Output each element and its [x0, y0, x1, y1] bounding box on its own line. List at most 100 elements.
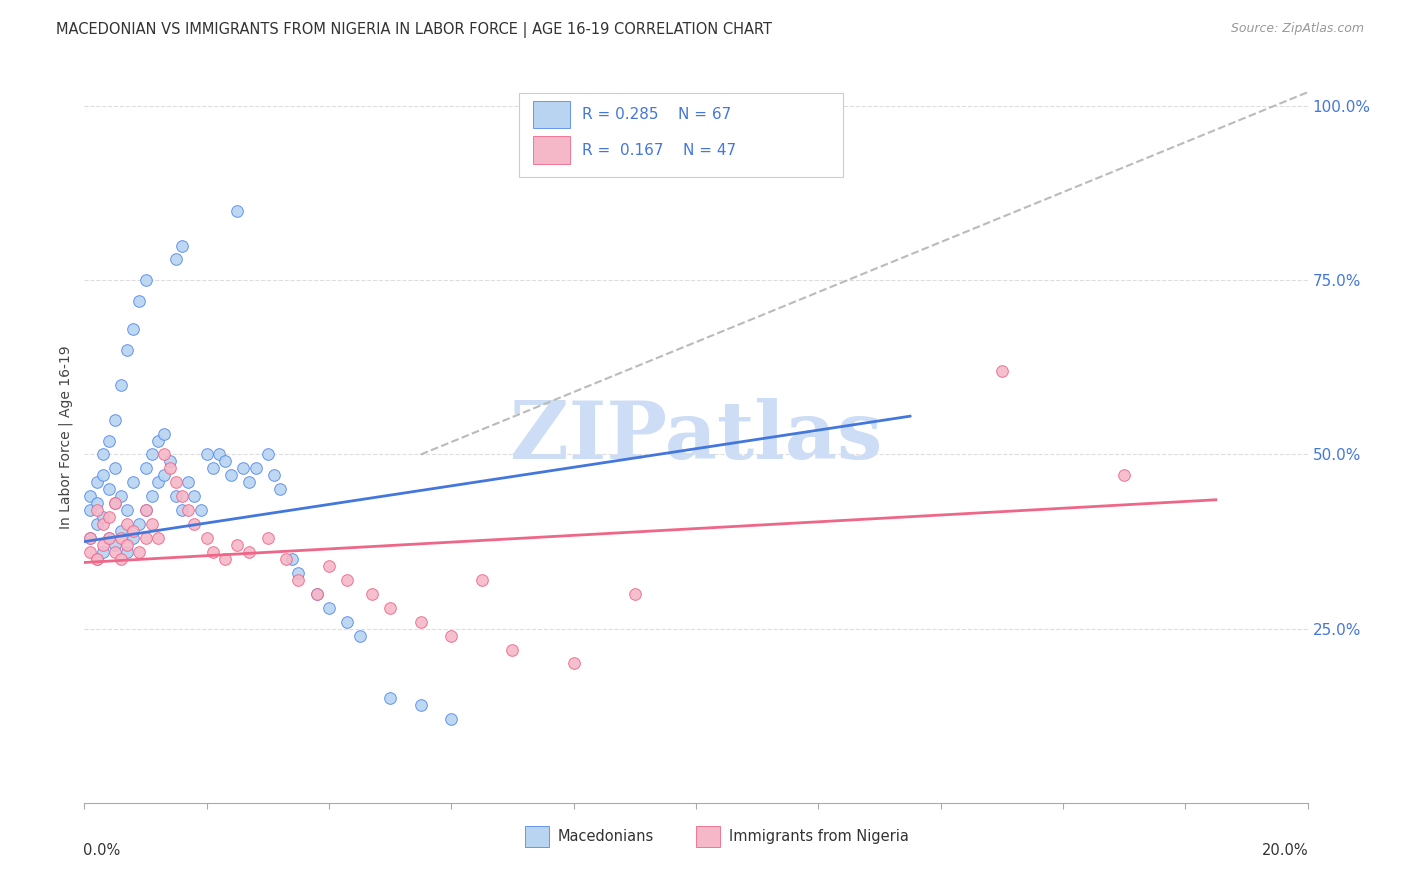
- Point: [86, 552, 108, 566]
- Point: [238, 545, 260, 559]
- Point: [409, 698, 432, 713]
- Point: [122, 322, 145, 336]
- Point: [91, 538, 114, 552]
- Point: [238, 475, 260, 490]
- Point: [97, 434, 120, 448]
- Point: [79, 545, 101, 559]
- Point: [122, 524, 145, 538]
- Point: [349, 629, 371, 643]
- Point: [135, 461, 157, 475]
- Point: [122, 531, 145, 545]
- Point: [624, 587, 647, 601]
- Point: [79, 503, 101, 517]
- Point: [86, 552, 108, 566]
- Point: [153, 468, 176, 483]
- Point: [97, 531, 120, 545]
- Point: [201, 545, 224, 559]
- Point: [257, 531, 280, 545]
- Point: [146, 531, 169, 545]
- Point: [165, 252, 187, 267]
- Point: [232, 461, 254, 475]
- Point: [440, 629, 463, 643]
- Point: [122, 475, 145, 490]
- Point: [141, 448, 163, 462]
- Point: [146, 475, 169, 490]
- Point: [141, 517, 163, 532]
- Point: [172, 238, 194, 252]
- Point: [172, 503, 194, 517]
- Point: [471, 573, 494, 587]
- Point: [86, 496, 108, 510]
- Point: [183, 489, 205, 503]
- Text: Immigrants from Nigeria: Immigrants from Nigeria: [728, 829, 908, 844]
- Point: [135, 273, 157, 287]
- FancyBboxPatch shape: [533, 136, 569, 164]
- Point: [159, 454, 181, 468]
- Point: [305, 587, 328, 601]
- Point: [214, 552, 236, 566]
- FancyBboxPatch shape: [519, 94, 842, 178]
- Text: 0.0%: 0.0%: [83, 843, 121, 858]
- Point: [281, 552, 304, 566]
- Point: [104, 412, 127, 426]
- Point: [165, 475, 187, 490]
- Point: [110, 531, 132, 545]
- Point: [104, 461, 127, 475]
- Point: [128, 517, 150, 532]
- Point: [110, 489, 132, 503]
- Point: [135, 531, 157, 545]
- Point: [91, 545, 114, 559]
- Text: ZIPatlas: ZIPatlas: [510, 398, 882, 476]
- Point: [115, 517, 138, 532]
- Point: [97, 531, 120, 545]
- FancyBboxPatch shape: [533, 101, 569, 128]
- Point: [110, 552, 132, 566]
- Point: [318, 600, 340, 615]
- Point: [91, 468, 114, 483]
- Point: [110, 524, 132, 538]
- Point: [245, 461, 267, 475]
- Point: [165, 489, 187, 503]
- Point: [153, 448, 176, 462]
- Point: [135, 503, 157, 517]
- Point: [195, 531, 218, 545]
- Point: [91, 448, 114, 462]
- Point: [257, 448, 280, 462]
- Point: [91, 510, 114, 524]
- Point: [991, 364, 1014, 378]
- Point: [97, 483, 120, 497]
- FancyBboxPatch shape: [524, 826, 550, 847]
- Point: [226, 203, 249, 218]
- Point: [318, 558, 340, 573]
- Point: [128, 294, 150, 309]
- Point: [201, 461, 224, 475]
- Point: [91, 517, 114, 532]
- Point: [135, 503, 157, 517]
- Point: [360, 587, 382, 601]
- Point: [177, 475, 200, 490]
- Text: Source: ZipAtlas.com: Source: ZipAtlas.com: [1230, 22, 1364, 36]
- Point: [263, 468, 285, 483]
- Point: [79, 531, 101, 545]
- Text: R =  0.167    N = 47: R = 0.167 N = 47: [582, 143, 737, 158]
- Point: [214, 454, 236, 468]
- Point: [409, 615, 432, 629]
- Point: [305, 587, 328, 601]
- Point: [115, 343, 138, 357]
- Point: [86, 503, 108, 517]
- Point: [115, 538, 138, 552]
- Point: [502, 642, 524, 657]
- Point: [104, 545, 127, 559]
- Point: [97, 510, 120, 524]
- Point: [79, 531, 101, 545]
- Point: [276, 552, 298, 566]
- Text: 20.0%: 20.0%: [1263, 843, 1309, 858]
- Text: MACEDONIAN VS IMMIGRANTS FROM NIGERIA IN LABOR FORCE | AGE 16-19 CORRELATION CHA: MACEDONIAN VS IMMIGRANTS FROM NIGERIA IN…: [56, 22, 772, 38]
- Point: [115, 503, 138, 517]
- Point: [177, 503, 200, 517]
- Point: [146, 434, 169, 448]
- Point: [380, 691, 402, 706]
- Point: [336, 615, 359, 629]
- Point: [110, 377, 132, 392]
- Point: [219, 468, 242, 483]
